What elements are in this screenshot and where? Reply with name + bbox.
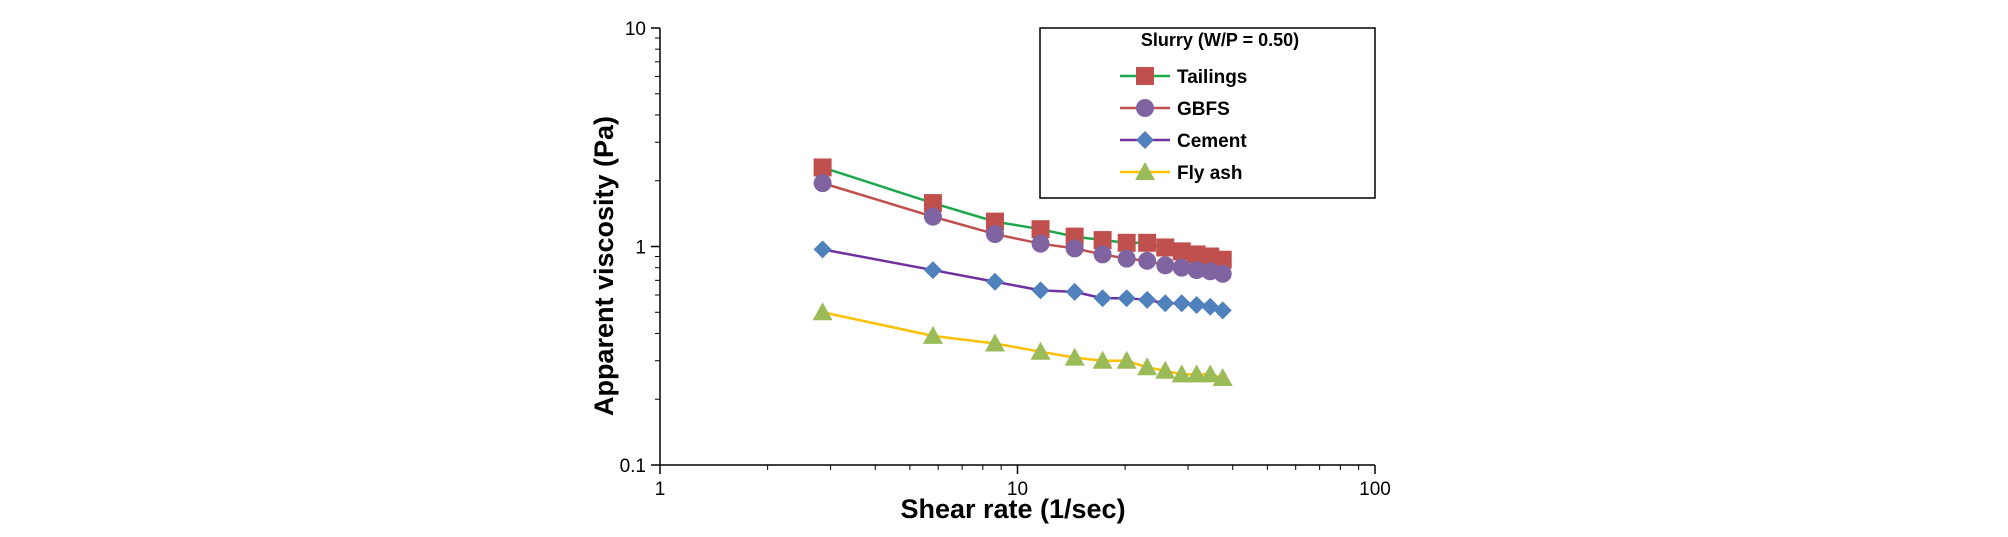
legend-item-gbfs: GBFS [1120, 99, 1230, 120]
data-point-fly-ash [1155, 360, 1176, 379]
data-point-tailings [1031, 220, 1050, 239]
data-point-gbfs [1065, 239, 1084, 258]
data-point-tailings [1172, 242, 1191, 261]
data-point-tailings [1117, 233, 1136, 252]
x-tick-label: 1 [655, 479, 666, 500]
axes: 1 10 100 0.1 1 10 [620, 19, 1391, 500]
data-point-fly-ash [1064, 347, 1085, 366]
data-point-fly-ash [922, 325, 943, 344]
data-point-gbfs [1213, 264, 1232, 283]
legend-item-cement: Cement [1120, 131, 1247, 152]
data-point-fly-ash [1116, 350, 1137, 369]
data-point-fly-ash [812, 302, 833, 321]
data-point-tailings [1156, 238, 1175, 257]
legend-item-tailings: Tailings [1120, 67, 1247, 88]
data-point-cement [1093, 289, 1112, 308]
data-point-fly-ash [1137, 357, 1158, 376]
data-point-fly-ash [1212, 368, 1233, 387]
data-point-gbfs [1156, 256, 1175, 275]
data-point-tailings [1213, 250, 1232, 269]
data-point-tailings [1187, 245, 1206, 264]
data-point-cement [813, 240, 832, 259]
legend-box [1039, 27, 1376, 199]
data-point-fly-ash [1200, 364, 1221, 383]
data-point-tailings [813, 158, 832, 177]
legend-label-cement: Cement [1177, 131, 1247, 152]
legend: Slurry (W/P = 0.50) Tailings GBFS Cement Fly… [1039, 27, 1376, 199]
data-point-tailings [1093, 231, 1112, 250]
series-fly-ash [812, 302, 1233, 387]
data-point-fly-ash [1092, 350, 1113, 369]
data-point-cement [1117, 289, 1136, 308]
legend-label-fly-ash: Fly ash [1177, 163, 1242, 184]
data-point-fly-ash [1171, 364, 1192, 383]
data-point-cement [1156, 294, 1175, 313]
legend-label-tailings: Tailings [1177, 67, 1247, 88]
legend-marker-fly-ash [1135, 162, 1155, 180]
x-tick-label: 10 [1007, 479, 1028, 500]
data-point-cement [1031, 281, 1050, 300]
x-axis-title: Shear rate (1/sec) [900, 494, 1125, 524]
series-layer [812, 158, 1233, 387]
legend-title: Slurry (W/P = 0.50) [1141, 30, 1299, 50]
data-point-gbfs [1187, 261, 1206, 280]
data-point-gbfs [1172, 258, 1191, 277]
y-tick-label: 10 [625, 19, 646, 40]
data-point-gbfs [923, 207, 942, 226]
data-point-cement [923, 261, 942, 280]
series-gbfs [813, 174, 1232, 283]
data-point-cement [1187, 295, 1206, 314]
y-tick-label: 0.1 [620, 456, 646, 477]
legend-item-fly-ash: Fly ash [1120, 162, 1242, 184]
data-point-gbfs [1031, 234, 1050, 253]
data-point-fly-ash [1030, 341, 1051, 360]
data-point-cement [1138, 290, 1157, 309]
data-point-cement [1213, 301, 1232, 320]
y-tick-label: 1 [635, 238, 646, 259]
data-point-cement [1172, 294, 1191, 313]
legend-label-gbfs: GBFS [1177, 99, 1230, 120]
data-point-gbfs [1093, 245, 1112, 264]
y-axis-title: Apparent viscosity (Pa) [589, 116, 619, 416]
series-cement [813, 240, 1232, 320]
data-point-gbfs [1117, 249, 1136, 268]
data-point-gbfs [985, 225, 1004, 244]
data-point-tailings [923, 194, 942, 213]
legend-marker-tailings [1136, 67, 1154, 85]
data-point-fly-ash [1186, 364, 1207, 383]
data-point-gbfs [1138, 251, 1157, 270]
data-point-gbfs [813, 174, 832, 193]
x-tick-label: 100 [1359, 479, 1391, 500]
data-point-tailings [1138, 233, 1157, 252]
data-point-fly-ash [984, 333, 1005, 352]
legend-marker-gbfs [1136, 99, 1154, 117]
legend-marker-cement [1136, 131, 1154, 149]
data-point-tailings [985, 212, 1004, 231]
data-point-cement [1065, 282, 1084, 301]
data-point-cement [985, 272, 1004, 291]
